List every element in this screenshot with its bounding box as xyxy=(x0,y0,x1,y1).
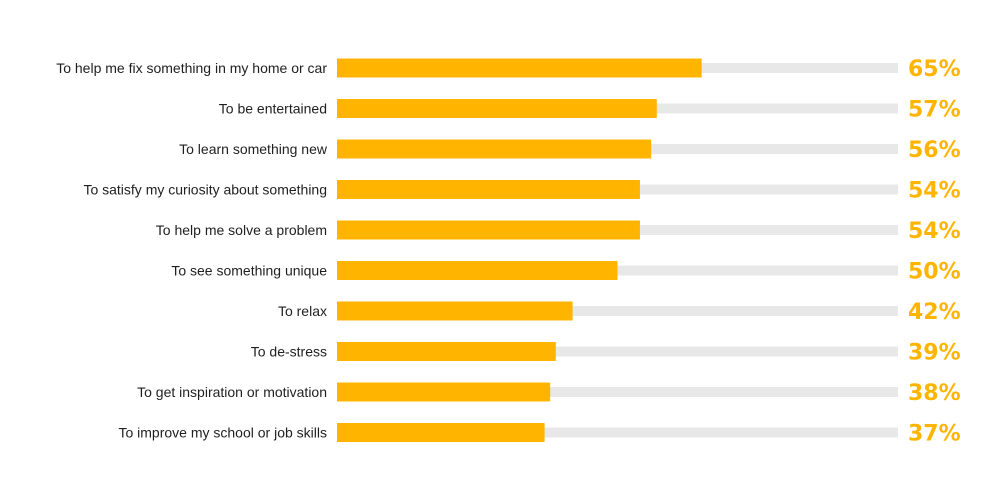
category-label: To relax xyxy=(278,303,327,319)
category-label: To help me fix something in my home or c… xyxy=(56,60,327,76)
bar-track xyxy=(337,346,898,357)
bar xyxy=(337,220,640,240)
bar-row: To see something unique 50% xyxy=(171,260,960,285)
value-label: 38% xyxy=(908,381,961,406)
bar-track xyxy=(337,427,898,438)
value-label: 56% xyxy=(908,138,961,163)
value-label: 54% xyxy=(908,179,961,204)
bar xyxy=(337,139,652,159)
bar xyxy=(337,58,702,78)
value-label: 39% xyxy=(908,341,961,366)
bar-row: To be entertained 57% xyxy=(219,98,961,123)
bar xyxy=(337,342,556,361)
bar xyxy=(337,180,640,199)
bar-row: To relax 42% xyxy=(278,300,961,325)
value-label: 65% xyxy=(908,57,961,82)
category-label: To be entertained xyxy=(219,101,327,117)
bar-row: To help me fix something in my home or c… xyxy=(56,57,960,82)
category-label: To get inspiration or motivation xyxy=(137,384,327,400)
bar-row: To learn something new 56% xyxy=(179,138,961,163)
value-label: 42% xyxy=(908,300,961,325)
bar-row: To get inspiration or motivation 38% xyxy=(137,381,961,406)
bar-track xyxy=(337,306,898,316)
category-label: To improve my school or job skills xyxy=(118,425,327,441)
value-label: 50% xyxy=(908,260,961,285)
category-label: To satisfy my curiosity about something xyxy=(83,182,327,198)
category-label: To see something unique xyxy=(171,263,327,279)
value-label: 54% xyxy=(908,219,961,244)
bar xyxy=(337,301,573,321)
bar-row: To help me solve a problem 54% xyxy=(156,219,961,244)
category-label: To help me solve a problem xyxy=(156,222,327,238)
value-label: 37% xyxy=(908,422,961,447)
bar xyxy=(337,382,551,402)
value-label: 57% xyxy=(908,98,961,123)
chart-rows: To help me fix something in my home or c… xyxy=(56,57,960,447)
category-label: To learn something new xyxy=(179,141,328,157)
bar-row: To improve my school or job skills 37% xyxy=(118,422,960,447)
bar-row: To de-stress 39% xyxy=(251,341,961,366)
bar xyxy=(337,423,545,442)
bar-row: To satisfy my curiosity about something 5… xyxy=(83,179,960,204)
bar xyxy=(337,99,657,118)
bar-track xyxy=(337,387,898,397)
bar xyxy=(337,261,618,280)
category-label: To de-stress xyxy=(251,344,327,360)
